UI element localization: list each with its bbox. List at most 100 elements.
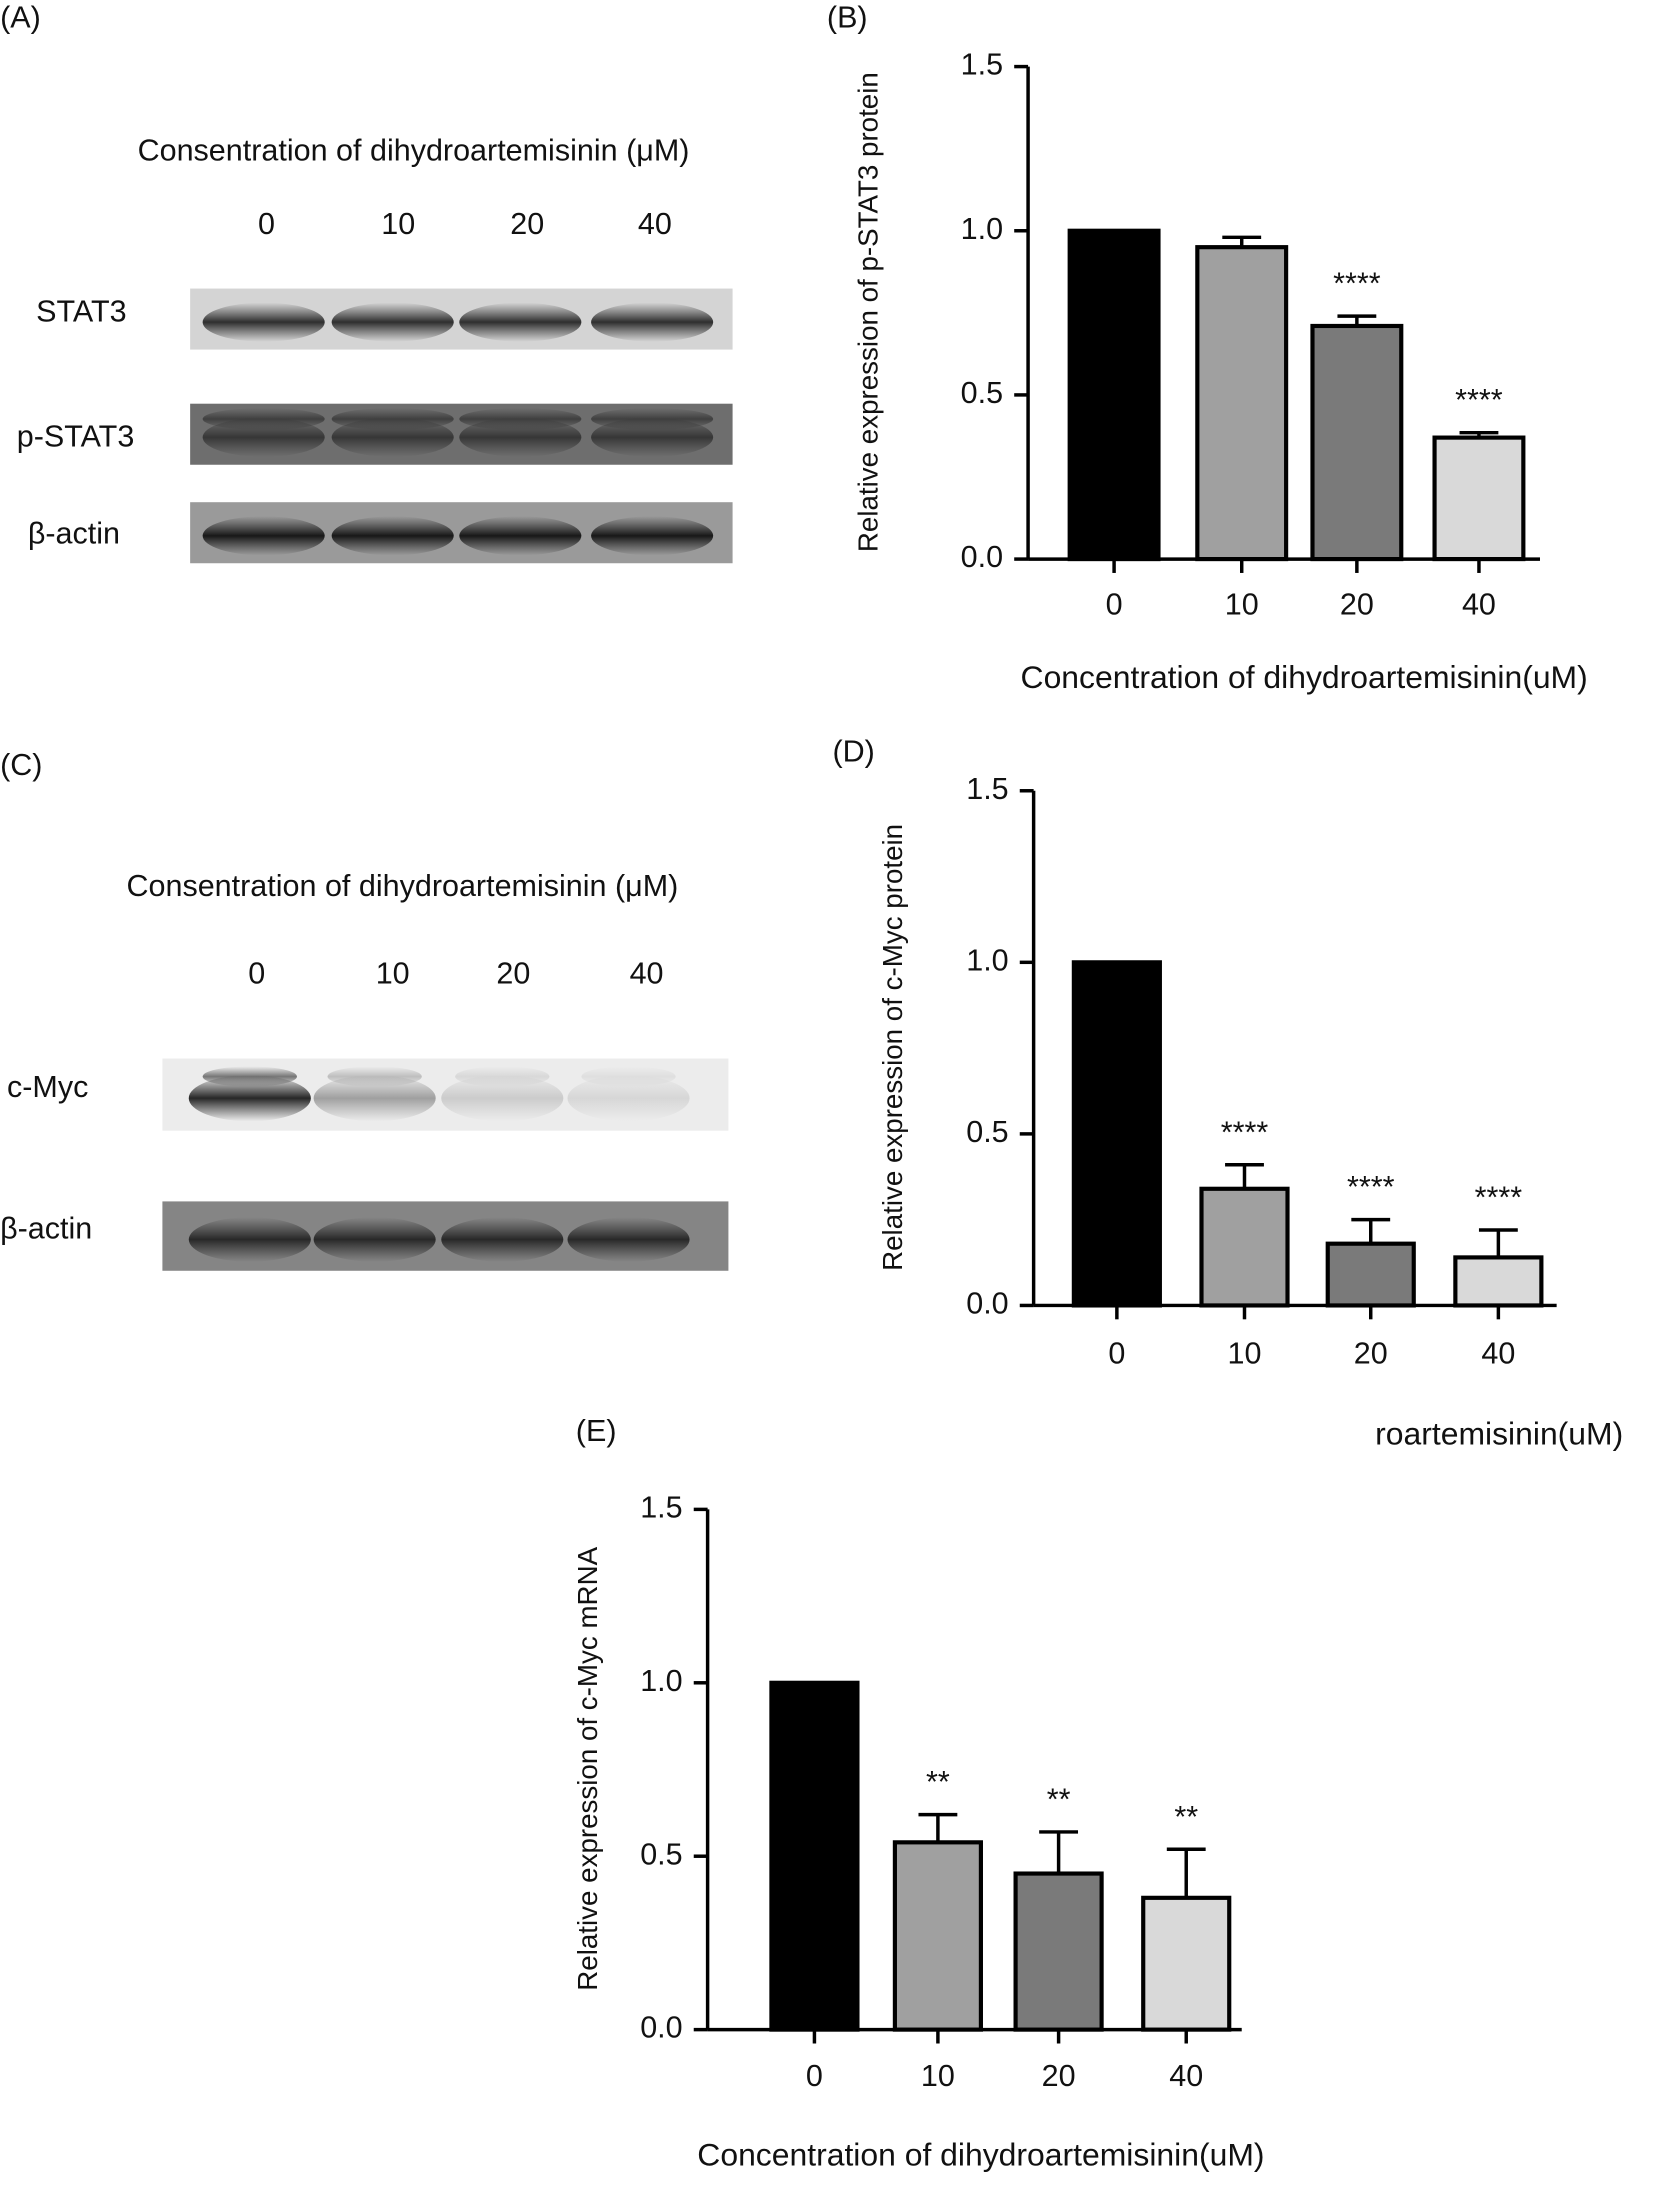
error-bar bbox=[1039, 1830, 1079, 1874]
significance-label: **** bbox=[1221, 1115, 1269, 1149]
significance-label: **** bbox=[1455, 383, 1503, 417]
panel-label: (D) bbox=[832, 734, 874, 768]
bar bbox=[769, 1680, 860, 2032]
blot-band bbox=[188, 1075, 311, 1122]
blot-header: Consentration of dihydroartemisinin (μM) bbox=[126, 869, 678, 903]
y-tick-label: 0.5 bbox=[961, 376, 1003, 410]
significance-label: **** bbox=[1347, 1170, 1395, 1204]
error-bar bbox=[1166, 1847, 1206, 1898]
row-label: β-actin bbox=[0, 1212, 92, 1246]
y-tick-label: 0.0 bbox=[966, 1287, 1008, 1321]
blot-band bbox=[459, 516, 582, 556]
x-tick-label: 10 bbox=[1228, 1336, 1262, 1370]
bar bbox=[1195, 245, 1289, 562]
lane-label: 20 bbox=[510, 207, 544, 241]
x-tick-label: 0 bbox=[1108, 1336, 1125, 1370]
error-bar bbox=[918, 1812, 958, 1843]
lane-label: 40 bbox=[630, 956, 664, 990]
x-tick-label: 10 bbox=[921, 2059, 955, 2093]
blot-header: Consentration of dihydroartemisinin (μM) bbox=[138, 134, 690, 168]
y-tick-label: 0.0 bbox=[961, 540, 1003, 574]
significance-label: **** bbox=[1333, 267, 1381, 301]
bar bbox=[1453, 1255, 1544, 1308]
x-tick-label: 0 bbox=[806, 2059, 823, 2093]
lane-label: 10 bbox=[376, 956, 410, 990]
blot-band bbox=[331, 516, 454, 556]
panel-label: (C) bbox=[0, 748, 42, 782]
blot-band bbox=[327, 1066, 422, 1087]
y-axis-label: Relative expression of c-Myc protein bbox=[877, 824, 908, 1271]
blot-band bbox=[441, 1217, 564, 1262]
y-tick-label: 1.0 bbox=[966, 943, 1008, 977]
blot-band bbox=[591, 516, 714, 556]
y-tick-label: 0.5 bbox=[966, 1115, 1008, 1149]
panel-label: (A) bbox=[0, 0, 41, 34]
panel-label: (E) bbox=[576, 1414, 617, 1448]
lane-label: 0 bbox=[258, 207, 275, 241]
blot-band bbox=[331, 302, 454, 342]
x-axis-label: roartemisinin(uM) bbox=[1375, 1415, 1623, 1451]
y-tick-label: 1.5 bbox=[640, 1490, 682, 1524]
blot-band bbox=[202, 1066, 297, 1087]
blot-band bbox=[202, 302, 325, 342]
blot-band bbox=[567, 1075, 690, 1122]
significance-label: ** bbox=[1047, 1782, 1071, 1816]
row-label: STAT3 bbox=[36, 295, 126, 329]
x-tick-label: 0 bbox=[1106, 587, 1123, 621]
blot-band bbox=[459, 302, 582, 342]
blot-band bbox=[313, 1075, 436, 1122]
y-axis-label: Relative expression of c-Myc mRNA bbox=[572, 1546, 603, 1990]
x-axis-label: Concentration of dihydroartemisinin(uM) bbox=[1021, 659, 1588, 695]
blot-band bbox=[459, 407, 582, 430]
blot-band bbox=[591, 407, 714, 430]
blot-band bbox=[455, 1066, 550, 1087]
error-bar bbox=[1478, 1228, 1518, 1258]
row-label: c-Myc bbox=[7, 1070, 88, 1104]
y-tick-label: 0.5 bbox=[640, 1837, 682, 1871]
y-axis-label: Relative expression of p-STAT3 protein bbox=[852, 72, 883, 552]
x-axis-label: Concentration of dihydroartemisinin(uM) bbox=[697, 2137, 1264, 2173]
blot-band bbox=[331, 407, 454, 430]
blot-band bbox=[202, 407, 325, 430]
bar bbox=[1310, 323, 1404, 562]
blot-band bbox=[202, 516, 325, 556]
row-label: β-actin bbox=[28, 517, 120, 551]
bar bbox=[1067, 228, 1161, 562]
y-tick-label: 1.5 bbox=[961, 48, 1003, 82]
error-bar bbox=[1225, 1163, 1264, 1189]
blot-band bbox=[591, 302, 714, 342]
significance-label: ** bbox=[926, 1765, 950, 1799]
x-tick-label: 40 bbox=[1481, 1336, 1515, 1370]
significance-label: **** bbox=[1475, 1181, 1523, 1215]
lane-label: 20 bbox=[496, 956, 530, 990]
y-tick-label: 1.5 bbox=[966, 772, 1008, 806]
panel-label: (B) bbox=[827, 0, 868, 34]
x-tick-label: 40 bbox=[1462, 587, 1496, 621]
blot-band bbox=[441, 1075, 564, 1122]
x-tick-label: 10 bbox=[1225, 587, 1259, 621]
y-tick-label: 1.0 bbox=[640, 1664, 682, 1698]
y-tick-label: 0.0 bbox=[640, 2011, 682, 2045]
x-tick-label: 40 bbox=[1169, 2059, 1203, 2093]
blot-band bbox=[313, 1217, 436, 1262]
lane-label: 10 bbox=[381, 207, 415, 241]
blot-band bbox=[188, 1217, 311, 1262]
bar bbox=[1325, 1241, 1416, 1308]
error-bar bbox=[1351, 1217, 1391, 1244]
bar bbox=[1432, 435, 1526, 562]
x-tick-label: 20 bbox=[1340, 587, 1374, 621]
lane-label: 40 bbox=[638, 207, 672, 241]
row-label: p-STAT3 bbox=[17, 419, 135, 453]
x-tick-label: 20 bbox=[1042, 2059, 1076, 2093]
x-tick-label: 20 bbox=[1354, 1336, 1388, 1370]
bar bbox=[1071, 960, 1162, 1308]
y-tick-label: 1.0 bbox=[961, 212, 1003, 246]
bar bbox=[1141, 1895, 1232, 2032]
bar bbox=[1013, 1871, 1104, 2032]
significance-label: ** bbox=[1174, 1800, 1198, 1834]
lane-label: 0 bbox=[248, 956, 265, 990]
bar bbox=[892, 1840, 983, 2032]
blot-band bbox=[567, 1217, 690, 1262]
